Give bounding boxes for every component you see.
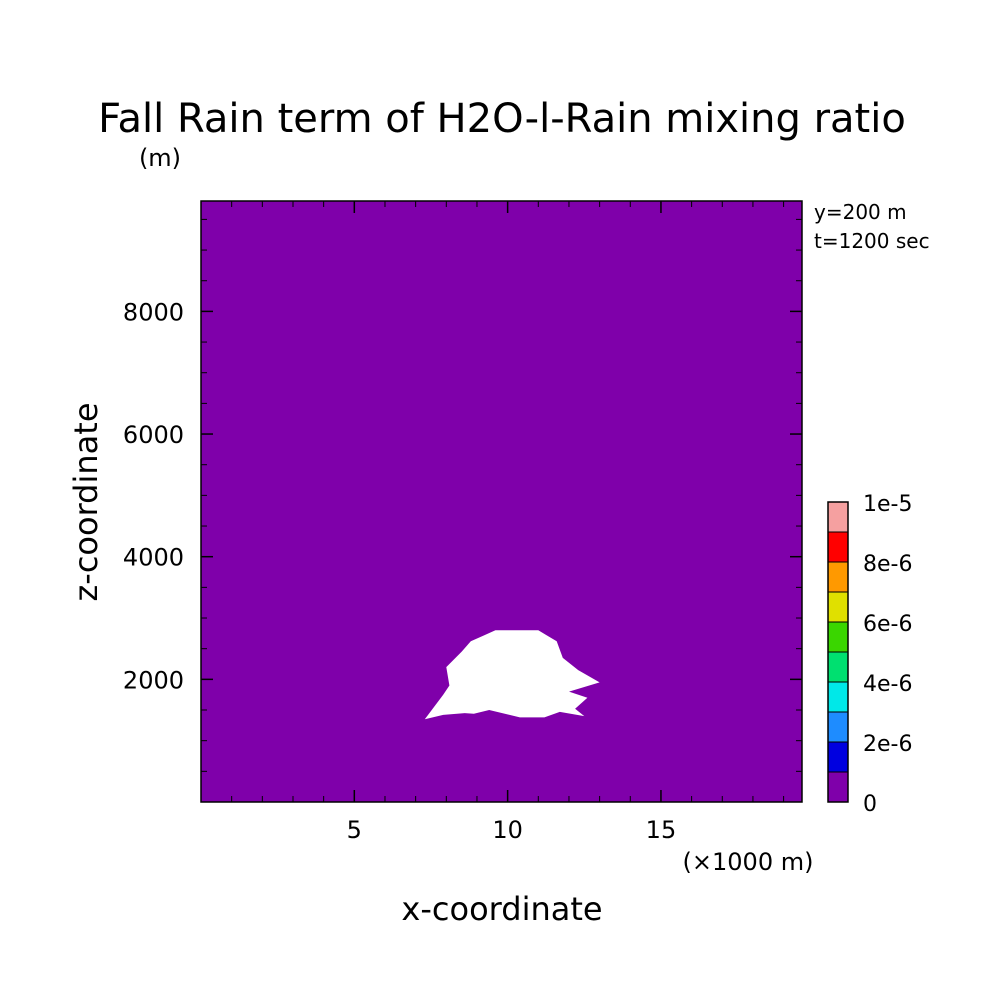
colorbar-label: 6e-6 (863, 612, 912, 637)
x-tick-label: 15 (646, 816, 677, 844)
annotation-t: t=1200 sec (814, 229, 930, 253)
colorbar-segment (827, 711, 849, 743)
x-axis-label: x-coordinate (401, 890, 602, 928)
colorbar-segment (827, 621, 849, 653)
y-axis: 2000 4000 6000 8000 (123, 298, 802, 694)
x-unit-label: (×1000 m) (683, 848, 814, 876)
colorbar-label: 0 (863, 792, 877, 817)
y-tick-label: 4000 (123, 544, 184, 572)
annotation-y: y=200 m (814, 200, 907, 224)
colorbar-label: 4e-6 (863, 672, 912, 697)
colorbar-segment (827, 531, 849, 563)
colorbar-segment (827, 591, 849, 623)
minor-ticks (201, 201, 802, 802)
colorbar-label: 2e-6 (863, 732, 912, 757)
x-tick-label: 10 (492, 816, 523, 844)
colorbar-label: 1e-5 (863, 492, 912, 517)
x-tick-label: 5 (347, 816, 362, 844)
plot-frame (200, 200, 803, 803)
y-tick-label: 6000 (123, 421, 184, 449)
contour-white-region (424, 630, 600, 720)
colorbar-segment (827, 561, 849, 593)
colorbar-frame (827, 501, 849, 803)
colorbar-segment (827, 741, 849, 773)
colorbar-segment (827, 771, 849, 803)
y-axis-label: z-coordinate (67, 402, 105, 601)
colorbar-segment (827, 651, 849, 683)
x-axis: 5 10 15 (347, 201, 677, 844)
y-tick-label: 2000 (123, 666, 184, 694)
colorbar-segment (827, 681, 849, 713)
colorbar-label: 8e-6 (863, 552, 912, 577)
plot-area (200, 200, 803, 803)
chart-title: Fall Rain term of H2O-l-Rain mixing rati… (98, 96, 906, 142)
y-tick-label: 8000 (123, 298, 184, 326)
colorbar: 0 2e-6 4e-6 6e-6 8e-6 1e-5 (827, 492, 912, 817)
colorbar-segment (827, 501, 849, 533)
y-unit-label: (m) (139, 144, 181, 172)
